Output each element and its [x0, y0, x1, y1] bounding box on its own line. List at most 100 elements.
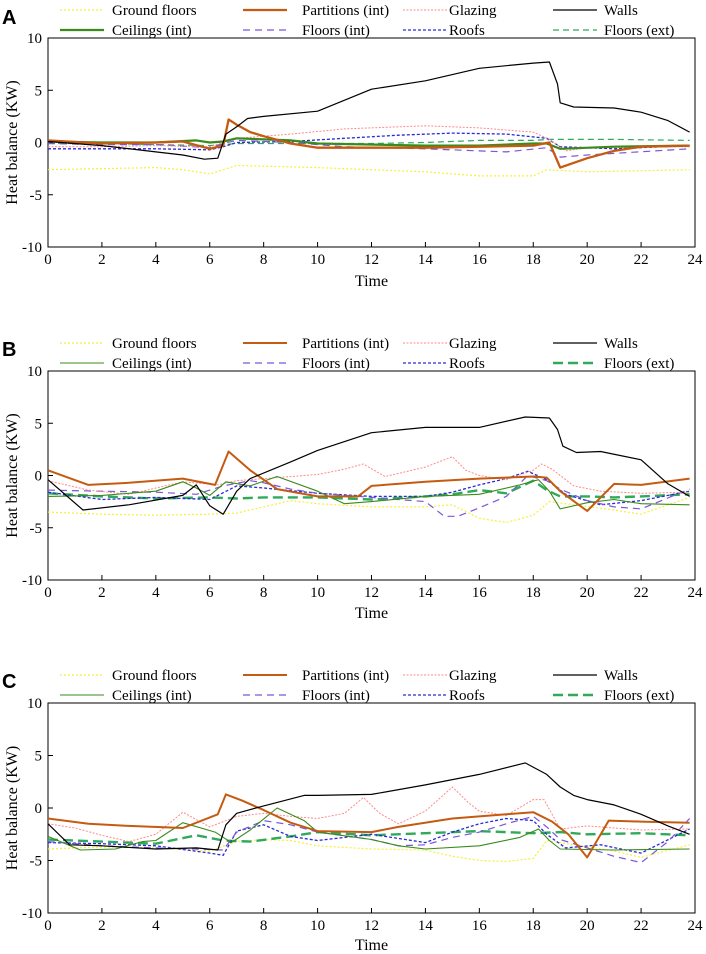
x-tick-label: 10 [310, 585, 325, 601]
series-line-partitions-int [48, 118, 690, 169]
x-tick-label: 4 [152, 585, 160, 601]
y-tick-label: -5 [30, 521, 43, 537]
panel-label: C [2, 671, 16, 693]
x-tick-label: 24 [688, 252, 704, 268]
legend-label-roofs: Roofs [449, 688, 485, 704]
y-tick-label: 10 [27, 31, 42, 47]
legend-label-roofs: Roofs [449, 23, 485, 39]
series-line-ground-floors [48, 164, 690, 177]
legend-label-floors-int: Floors (int) [302, 356, 370, 372]
legend-label-floors-int: Floors (int) [302, 23, 370, 39]
y-tick-label: -10 [22, 240, 42, 256]
y-tick-label: 0 [35, 801, 43, 817]
y-tick-label: 5 [35, 416, 43, 432]
series-line-partitions-int [48, 793, 690, 859]
series-line-glazing [48, 125, 690, 152]
panel-label: A [2, 7, 16, 29]
legend-label-walls: Walls [604, 3, 638, 19]
legend-label-ceilings-int: Ceilings (int) [112, 23, 192, 39]
x-tick-label: 16 [472, 252, 488, 268]
y-tick-label: -5 [30, 188, 43, 204]
legend-label-floors-ext: Floors (ext) [604, 356, 674, 372]
y-tick-label: 5 [35, 749, 43, 765]
x-tick-label: 12 [364, 918, 379, 934]
x-tick-label: 14 [418, 252, 434, 268]
x-tick-label: 10 [310, 252, 325, 268]
x-tick-label: 18 [526, 252, 541, 268]
x-axis-label: Time [355, 273, 388, 290]
x-tick-label: 0 [44, 918, 52, 934]
y-tick-label: 0 [35, 136, 43, 152]
legend-label-ground-floors: Ground floors [112, 3, 197, 19]
x-tick-label: 10 [310, 918, 325, 934]
legend-label-roofs: Roofs [449, 356, 485, 372]
x-tick-label: 8 [260, 252, 268, 268]
x-tick-label: 24 [688, 585, 704, 601]
series-line-floors-ext [48, 829, 690, 845]
series-line-walls [48, 762, 690, 851]
series-line-ground-floors [48, 838, 690, 863]
x-tick-label: 2 [98, 585, 106, 601]
series-line-roofs [48, 817, 690, 856]
series-line-glazing [48, 786, 690, 843]
y-tick-label: 0 [35, 469, 43, 485]
series-line-floors-int [48, 474, 690, 517]
series-line-partitions-int [48, 450, 690, 512]
x-tick-label: 22 [634, 585, 649, 601]
x-tick-label: 12 [364, 252, 379, 268]
y-tick-label: 5 [35, 83, 43, 99]
y-tick-label: 10 [27, 696, 42, 712]
y-tick-label: -5 [30, 854, 43, 870]
plot-frame [47, 702, 696, 914]
plot-frame [47, 370, 696, 581]
x-tick-label: 20 [580, 252, 595, 268]
series-line-ceilings-int [48, 807, 690, 851]
panel-label: B [2, 339, 16, 361]
legend-label-walls: Walls [604, 336, 638, 352]
y-tick-label: -10 [22, 573, 42, 589]
legend-label-partitions-int: Partitions (int) [302, 668, 389, 684]
series-line-ground-floors [48, 496, 690, 524]
x-tick-label: 6 [206, 252, 214, 268]
x-tick-label: 22 [634, 918, 649, 934]
legend-label-floors-ext: Floors (ext) [604, 23, 674, 39]
x-axis-label: Time [355, 605, 388, 622]
legend-label-floors-int: Floors (int) [302, 688, 370, 704]
x-tick-label: 20 [580, 918, 595, 934]
x-tick-label: 0 [44, 585, 52, 601]
series-line-walls [48, 416, 690, 515]
series-line-walls [48, 61, 690, 160]
series-group [48, 762, 691, 864]
y-tick-label: -10 [22, 906, 42, 922]
series-line-floors-int [48, 139, 690, 158]
y-axis-label: Heat balance (KW) [4, 746, 21, 870]
series-line-ceilings-int [48, 475, 690, 510]
series-line-floors-ext [48, 479, 690, 501]
x-tick-label: 8 [260, 585, 268, 601]
legend-label-glazing: Glazing [449, 668, 497, 684]
x-tick-label: 6 [206, 918, 214, 934]
legend-label-partitions-int: Partitions (int) [302, 3, 389, 19]
legend-label-ceilings-int: Ceilings (int) [112, 356, 192, 372]
x-tick-label: 0 [44, 252, 52, 268]
y-tick-label: 10 [27, 364, 42, 380]
x-tick-label: 14 [418, 585, 434, 601]
legend-label-glazing: Glazing [449, 336, 497, 352]
y-axis-label: Heat balance (KW) [4, 80, 21, 204]
x-tick-label: 20 [580, 585, 595, 601]
series-line-roofs [48, 470, 690, 506]
x-tick-label: 16 [472, 918, 488, 934]
y-axis-label: Heat balance (KW) [4, 413, 21, 537]
legend-label-ground-floors: Ground floors [112, 668, 197, 684]
x-tick-label: 6 [206, 585, 214, 601]
legend-label-ground-floors: Ground floors [112, 336, 197, 352]
series-group [48, 416, 690, 524]
legend-label-glazing: Glazing [449, 3, 497, 19]
x-tick-label: 18 [526, 585, 541, 601]
legend-label-floors-ext: Floors (ext) [604, 688, 674, 704]
legend-label-partitions-int: Partitions (int) [302, 336, 389, 352]
x-axis-label: Time [355, 937, 388, 954]
x-tick-label: 2 [98, 918, 106, 934]
